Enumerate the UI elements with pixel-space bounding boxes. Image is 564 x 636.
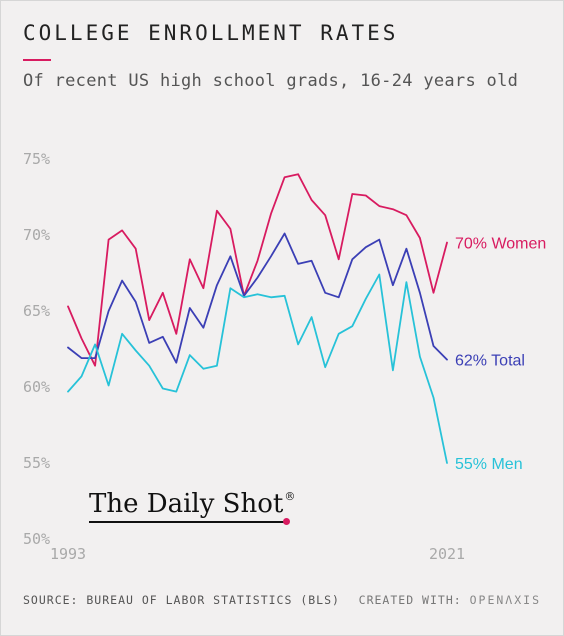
series-line-total [67,232,448,364]
x-tick-label: 2021 [429,545,465,563]
series-line-men [67,273,448,464]
series-line-women [67,173,448,367]
the-daily-shot-logo: The Daily Shot® [89,489,295,519]
registered-mark: ® [284,490,296,503]
chart-subtitle: Of recent US high school grads, 16-24 ye… [23,71,519,91]
y-tick-label: 50% [23,530,50,548]
title-accent-rule [23,59,51,61]
credit-prefix: CREATED WITH: [358,593,462,607]
y-tick-label: 75% [23,150,50,168]
source-note: SOURCE: BUREAU OF LABOR STATISTICS (BLS) [23,593,340,607]
x-tick-label: 1993 [50,545,86,563]
series-label-women: 70% Women [455,236,546,253]
y-tick-label: 55% [23,454,50,472]
series-label-men: 55% Men [455,456,523,473]
credit-note: CREATED WITH: OPENΛXIS [359,593,541,607]
chart-title: COLLEGE ENROLLMENT RATES [23,21,399,45]
logo-dot [283,518,290,525]
y-tick-label: 70% [23,226,50,244]
y-tick-label: 65% [23,302,50,320]
series-label-total: 62% Total [455,353,525,370]
openaxis-logo: OPENΛXIS [469,593,541,607]
logo-text: The Daily Shot [89,489,284,519]
y-tick-label: 60% [23,378,50,396]
logo-underline [89,521,285,523]
